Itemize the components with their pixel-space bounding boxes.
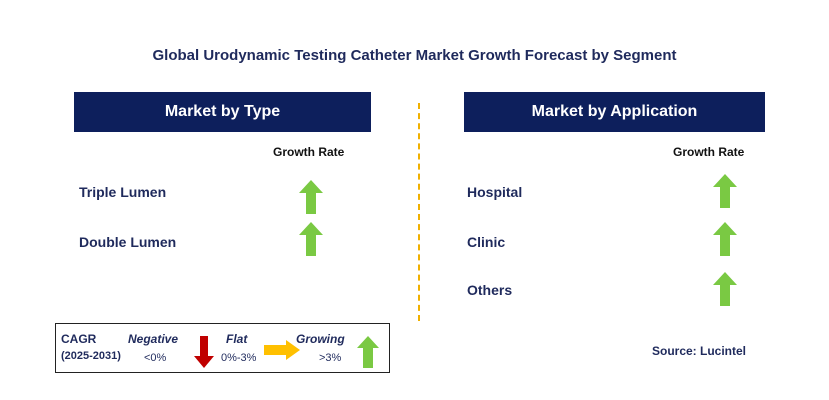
legend-growing-label: Growing bbox=[296, 332, 345, 346]
legend-negative-label: Negative bbox=[128, 332, 179, 346]
negative-arrow-icon bbox=[194, 336, 214, 368]
cagr-legend: CAGR (2025-2031) Negative <0% Flat 0%-3%… bbox=[55, 323, 390, 373]
type-panel-header: Market by Type bbox=[74, 92, 371, 132]
legend-cagr-label: CAGR bbox=[61, 332, 97, 346]
growing-arrow-icon bbox=[299, 180, 323, 214]
application-growth-rate-header: Growth Rate bbox=[673, 145, 745, 159]
growing-arrow-icon bbox=[713, 222, 737, 256]
growing-arrow-icon bbox=[713, 272, 737, 306]
application-panel-header: Market by Application bbox=[464, 92, 765, 132]
type-growth-rate-header: Growth Rate bbox=[273, 145, 345, 159]
segment-label-double-lumen: Double Lumen bbox=[79, 234, 177, 250]
legend-flat-range: 0%-3% bbox=[221, 352, 257, 364]
segment-label-triple-lumen: Triple Lumen bbox=[79, 184, 167, 200]
panel-divider bbox=[418, 103, 420, 321]
legend-growing-range: >3% bbox=[319, 352, 342, 364]
chart-title: Global Urodynamic Testing Catheter Marke… bbox=[152, 47, 677, 64]
legend-negative-range: <0% bbox=[144, 352, 167, 364]
segment-label-clinic: Clinic bbox=[467, 234, 506, 250]
flat-arrow-icon bbox=[264, 340, 300, 360]
growing-arrow-icon bbox=[357, 336, 379, 368]
source-note: Source: Lucintel bbox=[652, 344, 747, 358]
legend-flat-label: Flat bbox=[226, 332, 248, 346]
segment-label-others: Others bbox=[467, 282, 513, 298]
legend-period: (2025-2031) bbox=[61, 350, 121, 362]
growing-arrow-icon bbox=[713, 174, 737, 208]
segment-label-hospital: Hospital bbox=[467, 184, 523, 200]
growing-arrow-icon bbox=[299, 222, 323, 256]
